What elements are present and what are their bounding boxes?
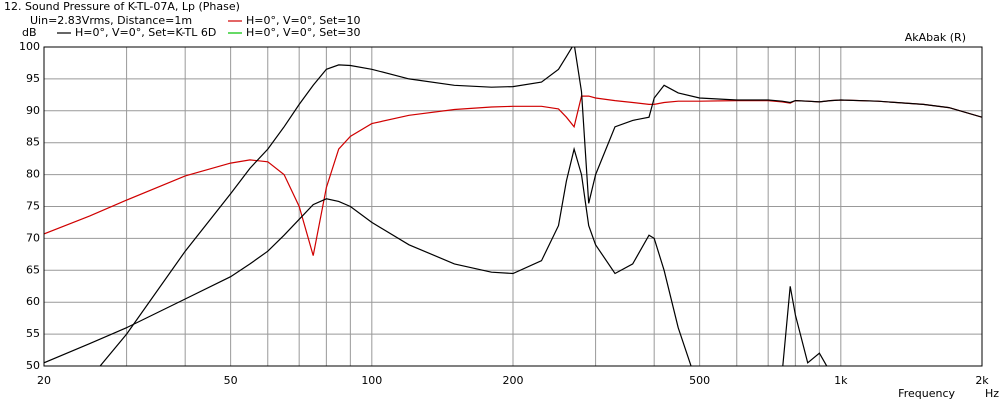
y-tick-label: 85 [26, 136, 40, 149]
x-tick-label: 1k [834, 374, 848, 387]
x-axis-label: Frequency [898, 387, 955, 400]
y-tick-label: 95 [26, 72, 40, 85]
x-tick-label: 500 [689, 374, 710, 387]
x-tick-label: 2k [975, 374, 989, 387]
y-tick-label: 80 [26, 168, 40, 181]
y-tick-label: 60 [26, 295, 40, 308]
grid [43, 46, 983, 367]
legend-label: H=0°, V=0°, Set=10 [246, 14, 361, 27]
y-tick-label: 55 [26, 327, 40, 340]
y-tick-label: 70 [26, 231, 40, 244]
x-tick-label: 50 [224, 374, 238, 387]
legend-label: H=0°, V=0°, Set=K-TL 6D [75, 26, 216, 39]
y-tick-label: 100 [19, 40, 40, 53]
legend-label: H=0°, V=0°, Set=30 [246, 26, 361, 39]
x-tick-label: 20 [37, 374, 51, 387]
series-line [44, 146, 692, 366]
y-tick-label: 90 [26, 104, 40, 117]
x-tick-label: 100 [361, 374, 382, 387]
chart-title: 12. Sound Pressure of K-TL-07A, Lp (Phas… [4, 0, 240, 13]
y-axis-label: dB [22, 26, 37, 39]
plot-frame [43, 46, 983, 367]
y-tick-label: 65 [26, 263, 40, 276]
x-unit: Hz [985, 387, 999, 400]
y-tick-label: 50 [26, 359, 40, 372]
x-tick-label: 200 [503, 374, 524, 387]
series-line [99, 47, 982, 366]
plot-lines [44, 47, 982, 366]
watermark: AkAbak (R) [905, 31, 966, 44]
chart-subtitle: Uin=2.83Vrms, Distance=1m [30, 14, 192, 27]
y-tick-label: 75 [26, 200, 40, 213]
series-line [782, 286, 828, 366]
